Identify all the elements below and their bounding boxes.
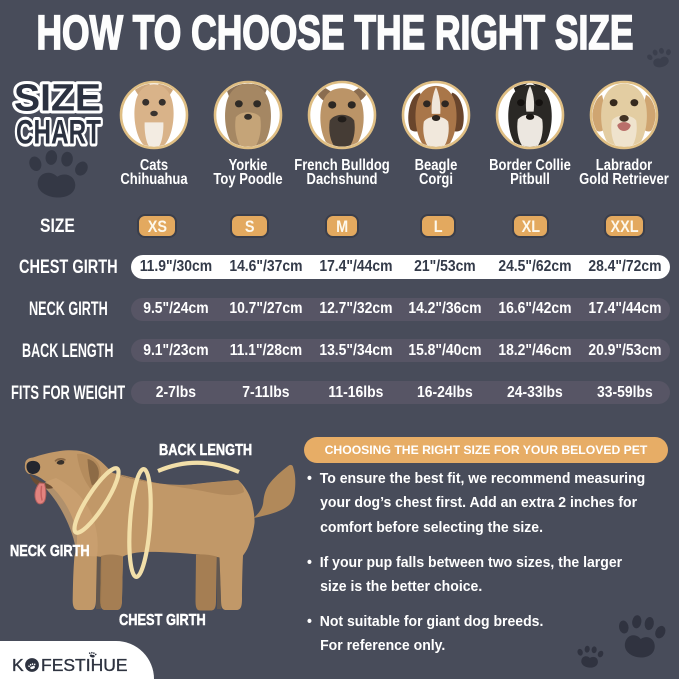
svg-text:FESTIHUE: FESTIHUE <box>41 655 128 675</box>
svg-text:SIZE: SIZE <box>14 78 101 120</box>
svg-text:K: K <box>12 655 24 675</box>
svg-text:CHART: CHART <box>16 114 101 152</box>
svg-text:HOW TO CHOOSE THE RIGHT SIZE: HOW TO CHOOSE THE RIGHT SIZE <box>37 7 634 60</box>
